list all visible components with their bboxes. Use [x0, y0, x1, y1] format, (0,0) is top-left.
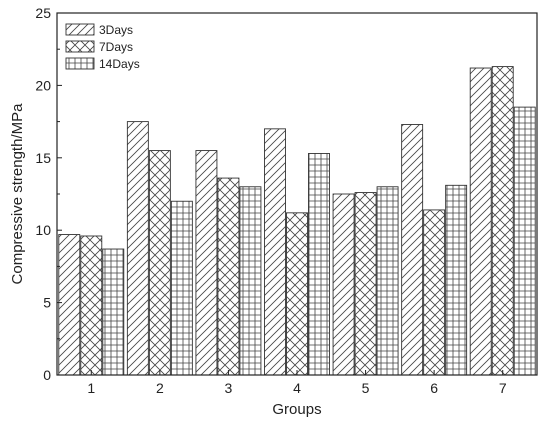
bar-group4-3Days	[264, 128, 286, 376]
y-tick-label: 15	[35, 150, 51, 166]
bar-group1-3Days	[58, 234, 81, 376]
y-tick-label: 5	[43, 295, 51, 311]
x-tick-label: 4	[293, 380, 301, 396]
bar-group2-3Days	[126, 121, 149, 376]
bar-group6-3Days	[401, 124, 424, 376]
bar-group5-14Days	[376, 186, 399, 376]
x-tick-label: 7	[499, 380, 507, 396]
x-tick-label: 2	[156, 380, 164, 396]
bar-group2-14Days	[170, 200, 193, 376]
bar-group7-14Days	[513, 106, 536, 376]
bar-group2-7Days	[148, 150, 171, 376]
bar-group3-7Days	[217, 177, 240, 376]
bar-group1-7Days	[80, 235, 103, 376]
y-tick-label: 25	[35, 5, 51, 21]
x-axis-title: Groups	[272, 401, 321, 418]
x-tick-label: 5	[362, 380, 370, 396]
bar-group4-7Days	[286, 212, 308, 376]
legend-swatch-7Days	[65, 40, 95, 53]
x-tick-label: 3	[225, 380, 233, 396]
bar-group7-3Days	[469, 67, 492, 376]
legend: 3Days 7Days 14Days	[65, 23, 140, 71]
legend-label-3Days: 3Days	[99, 23, 133, 37]
bar-group3-3Days	[195, 150, 218, 376]
y-tick-label: 0	[43, 367, 51, 383]
y-tick-label: 10	[35, 222, 51, 238]
bar-group5-7Days	[354, 192, 377, 376]
legend-swatch-3Days	[65, 23, 95, 36]
bar-group6-14Days	[445, 184, 468, 376]
bar-group3-14Days	[239, 186, 262, 376]
x-tick-label: 1	[87, 380, 95, 396]
bar-group4-14Days	[308, 153, 330, 376]
x-tick-label: 6	[430, 380, 438, 396]
bar-group7-7Days	[491, 66, 514, 376]
bar-group5-3Days	[332, 193, 355, 376]
bar-group1-14Days	[102, 248, 125, 376]
legend-swatch-14Days	[65, 57, 95, 70]
bar-group6-7Days	[423, 209, 446, 376]
legend-label-7Days: 7Days	[99, 40, 133, 54]
y-tick-label: 20	[35, 77, 51, 93]
legend-label-14Days: 14Days	[99, 57, 140, 71]
y-axis-title: Compressive strength/MPa	[9, 103, 26, 285]
